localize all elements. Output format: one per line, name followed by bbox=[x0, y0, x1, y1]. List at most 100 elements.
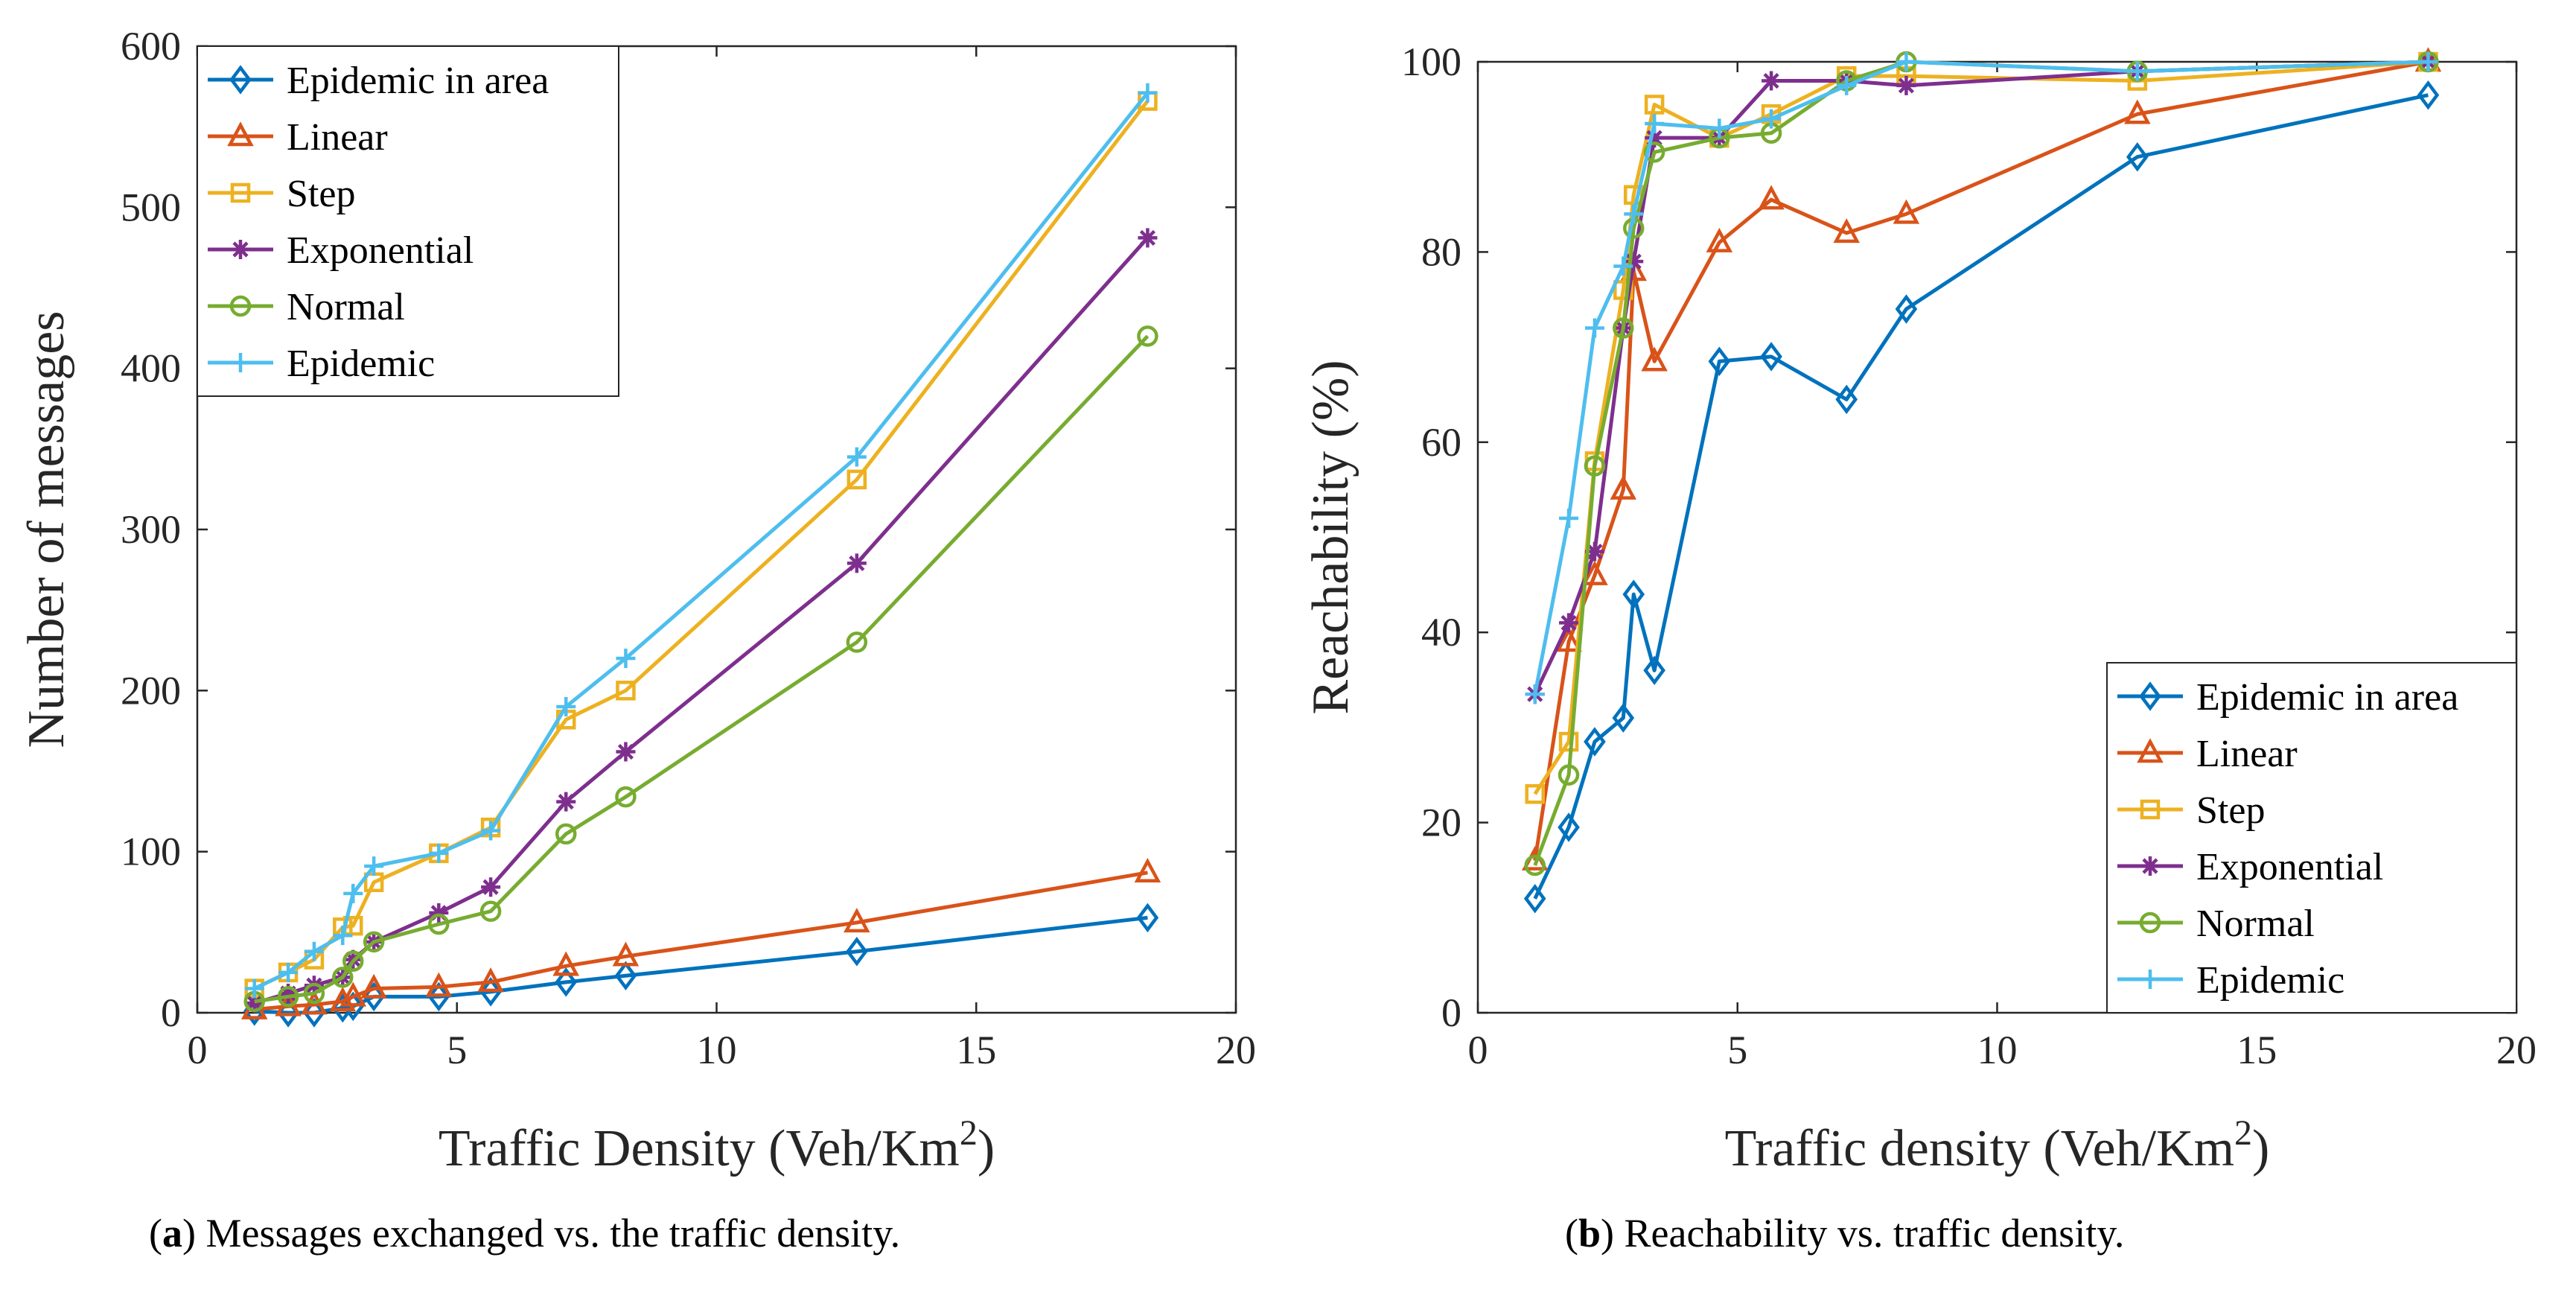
y-tick-label: 500 bbox=[121, 185, 181, 229]
data-point-linear bbox=[1555, 627, 1582, 652]
data-point-epidemic-in-area bbox=[1523, 884, 1546, 914]
legend: Epidemic in area Linear Step Exponential Nor… bbox=[2106, 662, 2517, 1013]
x-axis-label: Traffic Density (Veh/Km2) bbox=[439, 1113, 995, 1177]
x-axis-label-text: Traffic Density (Veh/Km bbox=[439, 1120, 960, 1177]
data-point-epidemic bbox=[616, 649, 636, 669]
y-tick-label: 600 bbox=[121, 24, 181, 69]
y-axis-label: Reachability (%) bbox=[1302, 360, 1359, 714]
data-point-epidemic bbox=[1559, 508, 1579, 528]
data-point-epidemic-in-area bbox=[846, 937, 868, 967]
data-point-epidemic-in-area bbox=[1643, 655, 1665, 686]
data-point-epidemic-in-area bbox=[303, 998, 325, 1028]
data-point-epidemic bbox=[278, 962, 299, 982]
x-tick-label: 15 bbox=[956, 1028, 996, 1072]
data-point-linear bbox=[612, 941, 640, 967]
data-point-epidemic-in-area bbox=[555, 967, 578, 997]
data-point-normal bbox=[303, 982, 325, 1005]
data-point-epidemic bbox=[481, 821, 501, 841]
data-point-exponential bbox=[1624, 252, 1644, 272]
data-point-epidemic bbox=[364, 856, 384, 876]
data-point-epidemic bbox=[1896, 52, 1916, 71]
data-point-exponential bbox=[556, 792, 576, 812]
data-point-epidemic bbox=[429, 843, 449, 863]
legend-label-epidemic: Epidemic bbox=[287, 343, 435, 385]
data-point-normal bbox=[1643, 141, 1665, 163]
series-epidemic bbox=[244, 83, 1158, 999]
data-point-exponential bbox=[1138, 228, 1158, 248]
series-line-normal bbox=[254, 334, 1150, 1004]
legend-marker-epidemic bbox=[231, 353, 250, 372]
data-point-epidemic-in-area bbox=[2417, 80, 2440, 110]
data-point-epidemic-in-area bbox=[479, 977, 502, 1007]
x-axis-label: Traffic density (Veh/Km2) bbox=[1725, 1113, 2270, 1177]
data-point-normal bbox=[1137, 325, 1158, 347]
data-point-epidemic-in-area bbox=[342, 991, 365, 1022]
data-point-linear bbox=[1706, 227, 1733, 252]
data-point-epidemic bbox=[244, 978, 264, 999]
data-point-normal bbox=[277, 986, 299, 1008]
x-tick-label: 10 bbox=[697, 1028, 737, 1072]
caption-b-letter: b bbox=[1578, 1211, 1601, 1256]
chart-reachability: 0 5 10 15 20 0 20 40 60 80 100 Reachability (%) Traf… bbox=[1302, 39, 2537, 1177]
data-point-step bbox=[1558, 731, 1579, 752]
data-point-epidemic bbox=[1624, 204, 1644, 224]
series-line-step bbox=[253, 100, 1150, 990]
data-point-epidemic-in-area bbox=[427, 981, 450, 1012]
legend-marker-epidemic-in-area bbox=[2139, 681, 2161, 711]
legend-label-epidemic: Epidemic bbox=[2196, 959, 2344, 1002]
data-point-epidemic-in-area bbox=[1136, 903, 1159, 933]
x-axis-label-sup: 2 bbox=[960, 1113, 978, 1153]
data-point-normal bbox=[363, 931, 385, 953]
legend-marker-linear bbox=[227, 121, 254, 147]
data-point-exponential bbox=[429, 903, 449, 923]
data-point-exponential bbox=[616, 742, 636, 762]
series-line-epidemic bbox=[1533, 60, 2429, 695]
data-point-exponential bbox=[847, 553, 867, 573]
data-point-epidemic bbox=[2418, 52, 2438, 71]
legend-label-exponential: Exponential bbox=[287, 229, 474, 272]
data-point-step bbox=[616, 681, 636, 701]
legend-marker-exponential bbox=[2140, 856, 2160, 876]
data-point-normal bbox=[555, 823, 577, 845]
data-point-linear bbox=[2124, 99, 2151, 124]
legend-marker-step bbox=[2140, 799, 2161, 820]
data-point-exponential bbox=[1762, 71, 1782, 91]
x-tick-label: 20 bbox=[1216, 1028, 1256, 1072]
legend-box bbox=[2106, 662, 2517, 1013]
y-tick-label: 80 bbox=[1421, 229, 1461, 274]
data-point-normal bbox=[1613, 317, 1634, 339]
x-tick-label: 20 bbox=[2496, 1028, 2537, 1072]
y-tick-label: 100 bbox=[121, 830, 181, 874]
data-point-exponential bbox=[1559, 613, 1579, 633]
data-point-linear bbox=[329, 987, 357, 1012]
data-point-epidemic bbox=[1525, 684, 1545, 704]
data-point-epidemic bbox=[1584, 318, 1604, 338]
data-point-normal bbox=[428, 913, 450, 935]
data-point-epidemic-in-area bbox=[1895, 294, 1918, 324]
data-point-epidemic-in-area bbox=[1835, 384, 1858, 415]
y-tick-label: 40 bbox=[1421, 610, 1461, 655]
legend-marker-epidemic bbox=[2140, 970, 2160, 989]
data-point-linear bbox=[1758, 185, 1785, 210]
data-point-exponential bbox=[481, 877, 501, 897]
legend-label-epidemic-in-area: Epidemic in area bbox=[287, 60, 549, 102]
y-tick-label: 300 bbox=[121, 507, 181, 552]
data-point-normal bbox=[479, 900, 502, 922]
y-tick-label: 100 bbox=[1401, 39, 1461, 84]
legend-marker-epidemic-in-area bbox=[229, 65, 252, 95]
x-tick-label: 10 bbox=[1977, 1028, 2018, 1072]
x-axis-label-end: ) bbox=[978, 1120, 995, 1177]
data-point-epidemic bbox=[1837, 75, 1857, 95]
data-point-epidemic bbox=[333, 926, 353, 946]
data-point-linear bbox=[425, 972, 453, 997]
series-epidemic-in-area bbox=[1523, 80, 2440, 914]
x-axis-label-sup: 2 bbox=[2234, 1113, 2252, 1153]
legend-marker-normal bbox=[229, 295, 252, 317]
y-tick-label: 200 bbox=[121, 668, 181, 713]
data-point-exponential bbox=[244, 993, 264, 1013]
data-point-linear bbox=[1833, 218, 1860, 244]
data-point-epidemic bbox=[304, 941, 324, 961]
data-point-epidemic-in-area bbox=[2126, 141, 2149, 172]
legend-label-exponential: Exponential bbox=[2196, 846, 2383, 888]
